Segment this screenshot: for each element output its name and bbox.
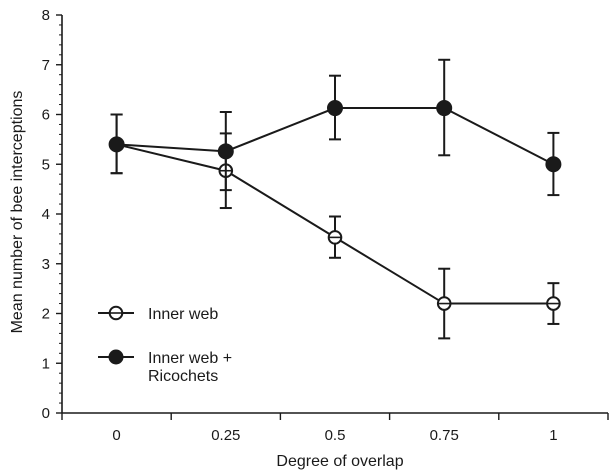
x-tick-label: 0.75 bbox=[430, 427, 459, 444]
y-tick-label: 8 bbox=[42, 7, 50, 24]
legend: Inner web Inner web +Ricochets bbox=[98, 305, 232, 385]
y-tick-label: 2 bbox=[42, 306, 50, 323]
y-tick-label: 5 bbox=[42, 156, 50, 173]
y-tick-label: 0 bbox=[42, 405, 50, 422]
y-axis-title: Mean number of bee interceptions bbox=[9, 91, 26, 334]
x-tick-label: 0.5 bbox=[325, 427, 346, 444]
y-tick-label: 6 bbox=[42, 107, 50, 124]
y-tick-label: 4 bbox=[42, 206, 50, 223]
x-tick-label: 1 bbox=[549, 427, 557, 444]
legend-label: Inner web bbox=[148, 306, 218, 323]
y-tick-label: 3 bbox=[42, 256, 50, 273]
legend-label: Inner web + bbox=[148, 350, 232, 367]
legend-item-inner-web-ricochets: Inner web +Ricochets bbox=[98, 349, 232, 385]
y-tick-label: 7 bbox=[42, 57, 50, 74]
tick-labels: 0 1 2 3 4 5 6 7 8 0 0.25 0.5 0.75 1 bbox=[42, 7, 558, 444]
data-point-filled bbox=[545, 156, 562, 173]
data-point-filled bbox=[108, 136, 125, 153]
tick-marks bbox=[56, 14, 609, 420]
data-point-filled bbox=[217, 143, 234, 160]
series-layer bbox=[108, 58, 562, 340]
data-point-filled bbox=[436, 100, 453, 117]
x-axis-title: Degree of overlap bbox=[276, 453, 403, 470]
x-tick-label: 0.25 bbox=[211, 427, 240, 444]
legend-item-inner-web: Inner web bbox=[98, 305, 218, 323]
series-inner-web-ricochets bbox=[108, 58, 562, 197]
y-tick-label: 1 bbox=[42, 355, 50, 372]
legend-label: Ricochets bbox=[148, 368, 218, 385]
legend-marker-filled bbox=[108, 349, 124, 365]
data-point-filled bbox=[327, 100, 343, 117]
x-tick-label: 0 bbox=[112, 427, 120, 444]
